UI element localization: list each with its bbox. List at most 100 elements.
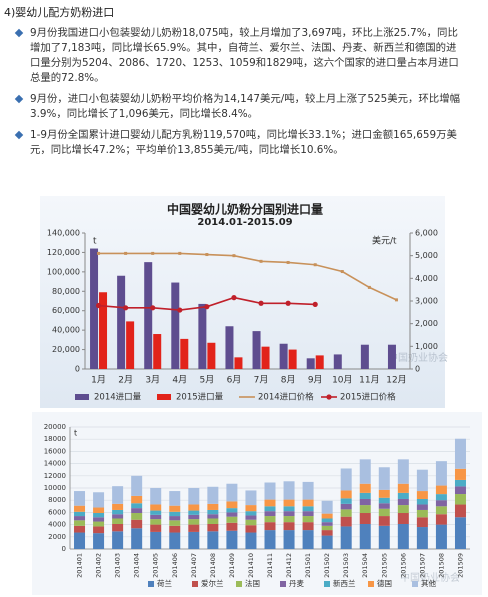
bar-segment xyxy=(264,522,276,531)
bar xyxy=(171,282,180,369)
y2-tick-label: 0 xyxy=(415,365,420,374)
y2-tick-label: 6,000 xyxy=(415,229,438,238)
point xyxy=(231,295,237,301)
bar-segment xyxy=(112,518,124,524)
bar-segment xyxy=(226,483,238,502)
bar-segment xyxy=(150,514,162,520)
bar-segment xyxy=(359,505,371,514)
bar-segment xyxy=(226,516,238,523)
bar xyxy=(387,344,396,369)
bar-segment xyxy=(416,517,428,528)
bar-segment xyxy=(74,491,86,506)
legend-label: 德国 xyxy=(377,578,392,588)
x-tick-label: 201412 xyxy=(285,553,293,578)
bar-segment xyxy=(416,509,428,518)
bar-segment xyxy=(302,522,314,531)
bar-segment xyxy=(188,524,200,532)
bar-segment xyxy=(188,504,200,511)
legend-swatch xyxy=(368,581,374,587)
bar-segment xyxy=(131,513,143,520)
bar-segment xyxy=(169,532,181,549)
chart-background xyxy=(40,196,445,408)
bar-segment xyxy=(245,505,257,512)
x-tick-label: 201406 xyxy=(171,553,179,578)
bar-segment xyxy=(131,528,143,549)
bar-segment xyxy=(74,511,86,517)
bar-segment xyxy=(264,530,276,549)
bar-segment xyxy=(245,511,257,516)
y2-tick-label: 1,000 xyxy=(415,342,438,351)
bar-segment xyxy=(302,506,314,512)
watermark: 中国奶业协会 xyxy=(400,571,460,584)
bar-segment xyxy=(454,486,466,495)
bar-segment xyxy=(302,511,314,517)
bar-segment xyxy=(397,483,409,493)
y-axis-label: t xyxy=(93,237,97,247)
y-tick-label: 16000 xyxy=(44,447,66,455)
x-tick-label: 201409 xyxy=(228,553,236,578)
bar xyxy=(360,344,369,369)
bar-segment xyxy=(150,504,162,511)
bar-segment xyxy=(245,519,257,526)
legend-label: 2014进口价格 xyxy=(258,392,314,403)
point xyxy=(394,298,398,302)
bar-segment xyxy=(359,498,371,506)
x-tick-label: 4月 xyxy=(172,375,187,386)
bar-segment xyxy=(169,491,181,506)
bar-segment xyxy=(112,531,124,549)
bar-segment xyxy=(397,513,409,524)
bar-segment xyxy=(283,499,295,507)
bar xyxy=(306,358,315,369)
bar-segment xyxy=(435,514,447,525)
bar xyxy=(333,354,342,369)
y-tick-label: 40,000 xyxy=(52,326,80,335)
point xyxy=(285,300,291,306)
bar-segment xyxy=(207,518,219,524)
x-tick-label: 201408 xyxy=(209,553,217,578)
bullet-list: 9月份我国进口小包装婴幼儿奶粉18,075吨，较上月增加了3,697吨，环比上涨… xyxy=(14,26,464,164)
bar-segment xyxy=(150,519,162,525)
y2-tick-label: 5,000 xyxy=(415,251,438,260)
point xyxy=(286,260,290,264)
x-tick-label: 10月 xyxy=(332,375,352,386)
legend-label: 其他 xyxy=(421,578,436,588)
bar-segment xyxy=(169,511,181,517)
bar-segment xyxy=(454,517,466,549)
bullet: 9月份，进口小包装婴幼儿奶粉平均价格为14,147美元/吨，较上月上涨了525美… xyxy=(14,92,464,122)
bar-segment xyxy=(226,512,238,517)
bar-segment xyxy=(435,485,447,495)
bar-segment xyxy=(340,509,352,517)
bar-segment xyxy=(93,533,105,549)
bar-segment xyxy=(321,500,333,514)
bar-segment xyxy=(378,489,390,498)
point xyxy=(124,251,128,255)
bar-segment xyxy=(340,526,352,549)
y-tick-label: 0 xyxy=(75,365,80,374)
bar-segment xyxy=(245,525,257,533)
x-tick-label: 9月 xyxy=(308,375,323,386)
bar-segment xyxy=(207,531,219,549)
y-tick-label: 140,000 xyxy=(47,229,80,238)
bar-segment xyxy=(359,459,371,484)
y-tick-label: 4000 xyxy=(48,521,66,529)
bar-segment xyxy=(188,488,200,505)
bar-segment xyxy=(283,506,295,512)
y-tick-label: 12000 xyxy=(44,472,66,480)
bar-segment xyxy=(378,525,390,549)
bar-segment xyxy=(359,483,371,493)
bar-segment xyxy=(397,523,409,549)
y2-tick-label: 2,000 xyxy=(415,319,438,328)
bullet: 9月份我国进口小包装婴幼儿奶粉18,075吨，较上月增加了3,697吨，环比上涨… xyxy=(14,26,464,86)
x-tick-label: 201411 xyxy=(266,553,274,578)
bar xyxy=(99,292,108,369)
bar-segment xyxy=(416,498,428,505)
bar xyxy=(207,342,216,369)
bar-segment xyxy=(340,498,352,504)
x-tick-label: 201505 xyxy=(380,553,388,578)
bar-segment xyxy=(416,491,428,499)
bar-segment xyxy=(454,494,466,505)
x-tick-label: 201404 xyxy=(133,553,141,578)
bar-segment xyxy=(74,505,86,512)
bar xyxy=(144,262,153,369)
x-tick-label: 201401 xyxy=(76,553,84,578)
